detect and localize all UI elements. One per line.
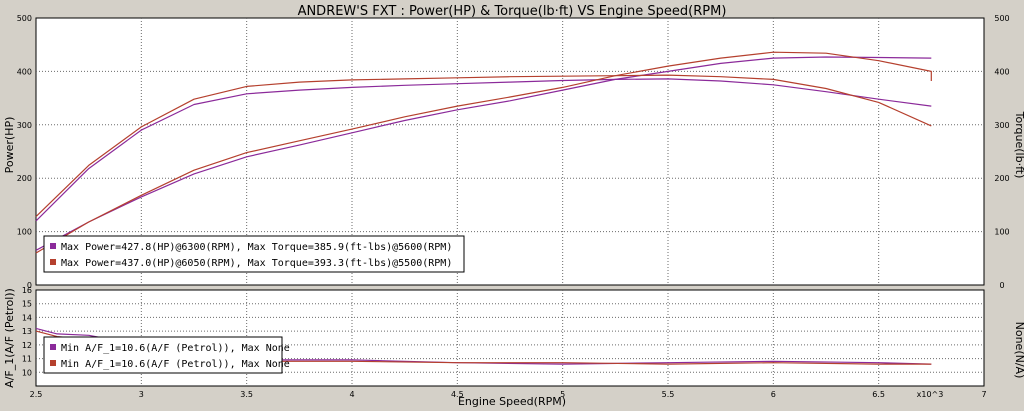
y-tick-label: 10 [22,368,32,377]
y-tick-label-right: 300 [994,121,1009,130]
y-tick-label-right: 200 [994,174,1009,183]
y-tick-label-right: 0 [999,281,1004,290]
y-tick-label: 13 [22,327,32,336]
run1-power-line [35,56,932,251]
legend-box [43,336,283,374]
x-tick-label: 3 [139,390,144,399]
y-tick-label: 0 [27,281,32,290]
x-tick-label: 7 [981,390,986,399]
x-axis-ticks: 2.5 3 3.5 4 4.5 5 5.5 6 6.5 7 [30,390,987,399]
x-tick-label: 4.5 [451,390,464,399]
legend-swatch-run1 [50,243,56,249]
y-tick-label: 500 [17,14,32,23]
run1-torque-line [35,78,932,222]
x-multiplier-label: x10^3 [917,390,944,399]
legend-swatch-run1 [50,344,56,350]
y-tick-label: 300 [17,121,32,130]
run2-torque-line [35,74,932,218]
x-tick-label: 2.5 [30,390,43,399]
legend-entry-run1: Max Power=427.8(HP)@6300(RPM), Max Torqu… [61,242,452,253]
power-torque-legend: Max Power=427.8(HP)@6300(RPM), Max Torqu… [43,235,465,273]
y-tick-label-right: 400 [994,67,1009,76]
y-tick-label-right: 500 [994,14,1009,23]
y-tick-label: 11 [22,355,32,364]
y-tick-label: 12 [22,341,32,350]
x-tick-label: 3.5 [240,390,253,399]
torque-y-ticks: 0 100 200 300 400 500 [994,14,1009,290]
chart-title: ANDREW'S FXT : Power(HP) & Torque(lb·ft)… [298,4,727,19]
power-axis-label: Power(HP) [3,117,16,174]
legend-box [43,235,465,273]
y-tick-label: 16 [22,286,32,295]
run2-power-line [35,51,932,254]
af-legend: Min A/F_1=10.6(A/F (Petrol)), Max None M… [43,336,290,374]
x-tick-label: 4 [349,390,354,399]
x-tick-label: 6.5 [872,390,885,399]
power-torque-series [35,51,932,254]
af-y-ticks: 10 11 12 13 14 15 16 [22,286,32,377]
legend-swatch-run2 [50,259,56,265]
y-tick-label: 15 [22,300,32,309]
x-tick-label: 6 [771,390,776,399]
torque-axis-label: Torque(lb·ft) [1013,111,1024,179]
legend-swatch-run2 [50,360,56,366]
power-y-ticks: 0 100 200 300 400 500 [17,14,32,290]
y-tick-label: 100 [17,228,32,237]
legend-entry-run1: Min A/F_1=10.6(A/F (Petrol)), Max None [61,343,290,354]
af-axis-label: A/F_1(A/F (Petrol)) [3,288,16,388]
x-tick-label: 5.5 [662,390,675,399]
legend-entry-run2: Max Power=437.0(HP)@6050(RPM), Max Torqu… [61,258,452,269]
y-tick-label: 14 [22,313,32,322]
x-axis-label: Engine Speed(RPM) [458,395,566,408]
run1-af-line [35,327,932,365]
y-tick-label: 200 [17,174,32,183]
x-tick-label: 5 [560,390,565,399]
y-tick-label-right: 100 [994,228,1009,237]
y-tick-label: 400 [17,67,32,76]
legend-entry-run2: Min A/F_1=10.6(A/F (Petrol)), Max None [61,359,290,370]
none-axis-label: None(N/A) [1013,322,1024,379]
